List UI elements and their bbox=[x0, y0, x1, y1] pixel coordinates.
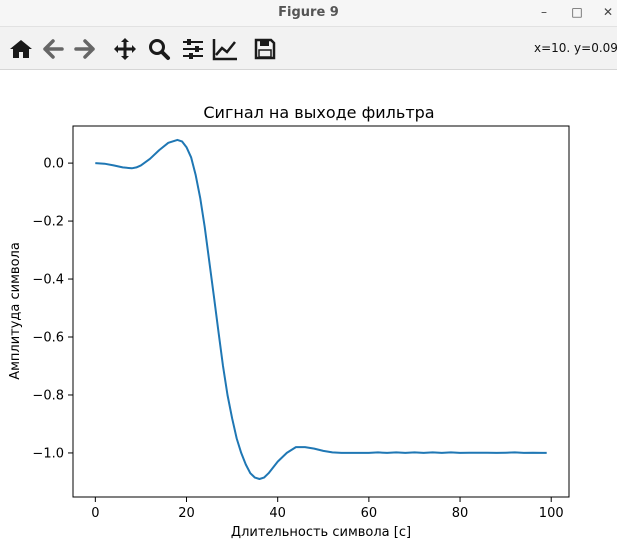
chart-line-icon bbox=[212, 39, 237, 61]
home-button[interactable] bbox=[8, 37, 34, 61]
axes-frame bbox=[72, 125, 570, 498]
subplots-button[interactable] bbox=[180, 37, 206, 61]
x-tick-label: 40 bbox=[269, 506, 286, 521]
series-line bbox=[95, 138, 547, 480]
y-axis-label: Амплитуда символа bbox=[8, 242, 23, 380]
y-axis-ticks: 0.0 −0.2 −0.4 −0.6 −0.8 −1.0 bbox=[32, 157, 73, 461]
chart-title: Сигнал на выходе фильтра bbox=[203, 103, 434, 122]
sliders-icon bbox=[183, 39, 203, 59]
arrow-right-icon bbox=[74, 39, 95, 59]
close-icon[interactable]: ✕ bbox=[602, 5, 614, 19]
x-tick-label: 20 bbox=[178, 506, 195, 521]
minimize-icon[interactable]: – bbox=[541, 5, 547, 19]
x-axis-ticks: 0 20 40 60 80 100 bbox=[91, 497, 564, 521]
zoom-button[interactable] bbox=[146, 37, 172, 61]
y-tick-label: −1.0 bbox=[32, 446, 64, 461]
x-tick-label: 60 bbox=[361, 506, 378, 521]
y-tick-label: −0.6 bbox=[32, 331, 64, 346]
maximize-icon[interactable]: □ bbox=[571, 5, 583, 19]
y-tick-label: 0.0 bbox=[43, 157, 64, 172]
x-axis-label: Длительность символа [с] bbox=[231, 525, 411, 540]
y-tick-label: −0.4 bbox=[32, 273, 64, 288]
x-tick-label: 0 bbox=[91, 506, 99, 521]
chart-svg: Сигнал на выходе фильтра 0 20 40 60 80 100 0.… bbox=[8, 103, 570, 540]
y-tick-label: −0.8 bbox=[32, 388, 64, 403]
pan-button[interactable] bbox=[112, 37, 138, 61]
x-tick-label: 100 bbox=[539, 506, 564, 521]
arrow-left-icon bbox=[43, 39, 64, 59]
navigation-toolbar: x=10. y=0.09 bbox=[0, 27, 617, 70]
back-button[interactable] bbox=[40, 37, 66, 61]
edit-axes-button[interactable] bbox=[212, 37, 238, 61]
x-tick-label: 80 bbox=[452, 506, 469, 521]
cursor-coordinates: x=10. y=0.09 bbox=[534, 41, 617, 55]
window-title: Figure 9 bbox=[278, 5, 339, 20]
window-titlebar: Figure 9 – □ ✕ bbox=[0, 0, 617, 27]
home-icon bbox=[10, 40, 32, 58]
move-icon bbox=[114, 38, 136, 60]
forward-button[interactable] bbox=[72, 37, 98, 61]
floppy-disk-icon bbox=[254, 38, 276, 60]
save-button[interactable] bbox=[252, 37, 278, 61]
figure-canvas: Сигнал на выходе фильтра 0 20 40 60 80 100 0.… bbox=[0, 70, 617, 543]
y-tick-label: −0.2 bbox=[32, 215, 64, 230]
magnifier-icon bbox=[149, 39, 170, 60]
